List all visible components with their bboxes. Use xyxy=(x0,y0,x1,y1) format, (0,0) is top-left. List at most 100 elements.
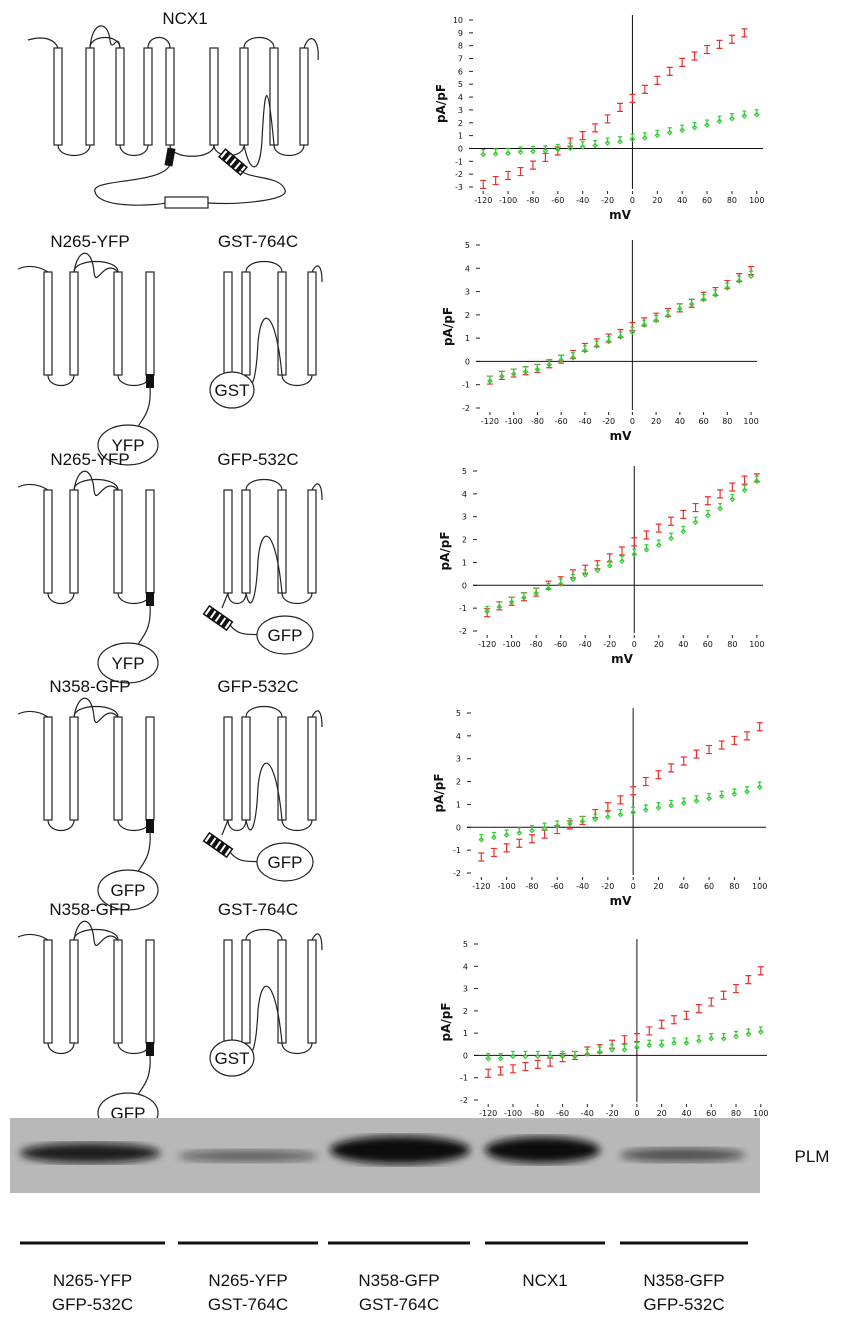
data-point xyxy=(716,40,722,48)
left-helix xyxy=(70,717,78,820)
x-tick-label: -20 xyxy=(603,640,616,649)
data-point xyxy=(656,524,662,532)
data-point xyxy=(683,1011,689,1019)
data-point xyxy=(758,782,762,789)
y-tick-label: 2 xyxy=(458,119,463,128)
data-point xyxy=(707,794,711,801)
data-point xyxy=(510,1065,516,1073)
right-helix xyxy=(278,490,286,593)
data-point xyxy=(706,746,712,754)
left-helix xyxy=(114,490,122,593)
repeat-box xyxy=(204,833,233,857)
data-point xyxy=(743,485,747,492)
x-tick-label: 20 xyxy=(652,196,662,205)
data-point xyxy=(485,1069,491,1077)
data-point xyxy=(656,803,660,810)
data-point xyxy=(693,750,699,758)
data-point xyxy=(758,967,764,975)
right-helix xyxy=(278,272,286,375)
figure: NCX1N265-YFPGST-764CYFPGSTN265-YFPGFP-53… xyxy=(0,0,843,1323)
y-tick-label: 5 xyxy=(462,467,467,476)
x-tick-label: 60 xyxy=(698,417,708,426)
lane-label: N265-YFP xyxy=(53,1271,132,1290)
x-tick-label: 60 xyxy=(706,1109,716,1118)
ncx1-helix xyxy=(54,48,62,145)
motif xyxy=(146,592,154,606)
repeat-box xyxy=(204,606,233,630)
x-tick-label: -80 xyxy=(526,196,539,205)
right-helix xyxy=(278,940,286,1043)
y-tick-label: -1 xyxy=(460,1074,468,1083)
tag-label: GFP xyxy=(268,853,303,872)
data-point xyxy=(668,764,674,772)
x-tick-label: 40 xyxy=(681,1109,691,1118)
x-tick-label: -80 xyxy=(525,882,538,891)
data-point xyxy=(505,830,509,837)
data-point xyxy=(755,110,759,117)
data-point xyxy=(671,1016,677,1024)
y-tick-label: 0 xyxy=(458,144,463,153)
x-tick-label: 80 xyxy=(727,640,737,649)
right-helix xyxy=(224,490,232,593)
x-axis-label: mV xyxy=(610,429,633,443)
data-point xyxy=(504,844,510,852)
x-tick-label: 40 xyxy=(675,417,685,426)
y-tick-label: -1 xyxy=(455,157,463,166)
left-helix xyxy=(44,940,52,1043)
y-tick-label: -1 xyxy=(453,846,461,855)
data-point xyxy=(708,998,714,1006)
data-point xyxy=(535,1060,541,1068)
x-tick-label: 40 xyxy=(677,196,687,205)
data-point xyxy=(746,1029,750,1036)
right-helix xyxy=(308,490,316,593)
motif-box xyxy=(146,374,154,388)
data-point xyxy=(547,1058,553,1066)
y-tick-label: 4 xyxy=(458,93,463,102)
y-tick-label: 1 xyxy=(465,334,470,343)
motif-box xyxy=(146,819,154,833)
data-point xyxy=(486,1054,490,1061)
x-tick-label: -80 xyxy=(530,640,543,649)
n-tail xyxy=(18,711,48,717)
y-tick-label: 3 xyxy=(456,755,461,764)
x-axis-label: mV xyxy=(610,894,633,908)
ncx1b-loop xyxy=(214,38,304,156)
data-point xyxy=(668,517,674,525)
y-tick-label: 9 xyxy=(458,29,463,38)
y-tick-label: 4 xyxy=(463,962,468,971)
data-point xyxy=(734,1031,738,1038)
data-point xyxy=(704,46,710,54)
y-tick-label: 5 xyxy=(463,940,468,949)
ncx1-helix xyxy=(86,48,94,145)
x-tick-label: -40 xyxy=(578,417,591,426)
data-point xyxy=(705,120,709,127)
ncx1b-helix xyxy=(240,48,248,145)
data-point xyxy=(522,1063,528,1071)
lane-label: GST-764C xyxy=(359,1295,439,1314)
data-point xyxy=(494,149,498,156)
blot-label: PLM xyxy=(795,1147,830,1166)
diagram-label: N265-YFP xyxy=(50,232,129,251)
data-point xyxy=(729,483,735,491)
x-tick-label: -100 xyxy=(503,640,521,649)
y-tick-label: 10 xyxy=(453,16,463,25)
diagram-label: GFP-532C xyxy=(217,677,298,696)
data-point xyxy=(717,490,723,498)
data-point xyxy=(742,111,746,118)
data-point xyxy=(693,123,697,130)
data-point xyxy=(630,787,636,795)
data-point xyxy=(705,497,711,505)
data-point xyxy=(619,547,625,555)
y-tick-label: 1 xyxy=(458,132,463,141)
data-point xyxy=(606,138,610,145)
right-helix xyxy=(242,272,250,375)
data-point xyxy=(517,828,521,835)
x-tick-label: -80 xyxy=(531,417,544,426)
blot-band xyxy=(330,1136,470,1164)
diagram-label: NCX1 xyxy=(162,9,207,28)
motif-box xyxy=(146,1042,154,1056)
x-tick-label: -100 xyxy=(499,196,517,205)
data-point xyxy=(605,803,611,811)
left-helix xyxy=(44,272,52,375)
right-helix xyxy=(308,272,316,375)
